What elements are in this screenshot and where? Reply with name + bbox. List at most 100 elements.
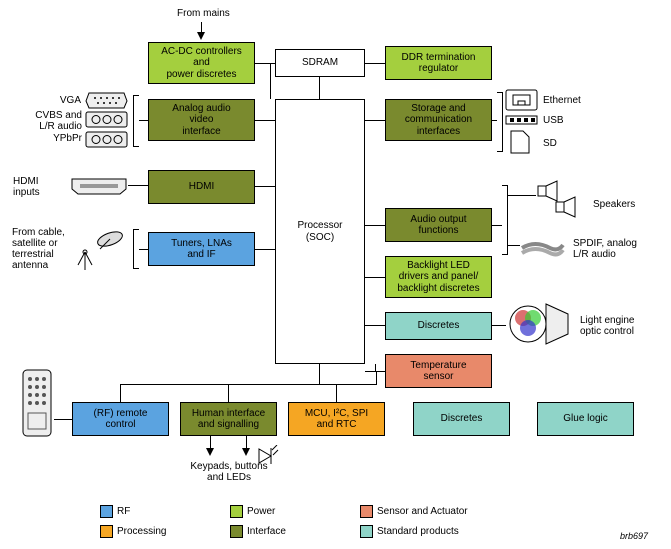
label-light: Light engine optic control bbox=[580, 315, 635, 337]
text-audio: Audio output functions bbox=[410, 214, 466, 237]
l4 bbox=[365, 120, 385, 121]
rca-connector-icon bbox=[85, 111, 128, 128]
ethernet-icon bbox=[505, 89, 538, 111]
block-temp: Temperature sensor bbox=[385, 354, 492, 388]
l5 bbox=[255, 186, 275, 187]
label-ethernet: Ethernet bbox=[543, 95, 581, 106]
swatch-std bbox=[360, 525, 373, 538]
swatch-sensor bbox=[360, 505, 373, 518]
cable-icon bbox=[520, 235, 565, 261]
lbus2 bbox=[228, 384, 229, 402]
text-hdmi: HDMI bbox=[189, 181, 215, 193]
l1 bbox=[255, 63, 275, 64]
label-spdif: SPDIF, analog L/R audio bbox=[573, 238, 637, 260]
legend-rf-text: RF bbox=[117, 506, 130, 517]
block-audio-out: Audio output functions bbox=[385, 208, 492, 242]
block-rf-remote: (RF) remote control bbox=[72, 402, 169, 436]
conn-spdif bbox=[508, 245, 520, 246]
lbus-h bbox=[120, 384, 377, 385]
text-analog: Analog audio video interface bbox=[172, 103, 230, 138]
text-acdc: AC-DC controllers and power discretes bbox=[161, 46, 242, 81]
text-temp: Temperature sensor bbox=[410, 360, 466, 383]
label-usb: USB bbox=[543, 115, 564, 126]
label-from-mains: From mains bbox=[177, 8, 230, 19]
label-sd: SD bbox=[543, 138, 557, 149]
text-sdram: SDRAM bbox=[302, 57, 338, 69]
label-speakers: Speakers bbox=[593, 199, 635, 210]
legend-power: Power bbox=[230, 505, 275, 518]
lbus3 bbox=[336, 384, 337, 402]
legend-proc-text: Processing bbox=[117, 526, 166, 537]
swatch-rf bbox=[100, 505, 113, 518]
l9 bbox=[365, 325, 385, 326]
conn-spk1 bbox=[508, 195, 536, 196]
block-mcu: MCU, I²C, SPI and RTC bbox=[288, 402, 385, 436]
l7 bbox=[365, 225, 385, 226]
l8 bbox=[365, 277, 385, 278]
conn-tuners bbox=[139, 249, 148, 250]
block-tuners: Tuners, LNAs and IF bbox=[148, 232, 255, 266]
block-processor: Processor (SOC) bbox=[275, 99, 365, 364]
label-cvbs: CVBS and L/R audio bbox=[32, 110, 82, 132]
conn-analog bbox=[139, 120, 148, 121]
bracket-storage bbox=[497, 92, 503, 152]
legend-power-text: Power bbox=[247, 506, 275, 517]
lbus-v bbox=[319, 364, 320, 384]
text-glue: Glue logic bbox=[563, 413, 607, 425]
legend-std-text: Standard products bbox=[377, 526, 459, 537]
usb-icon bbox=[505, 115, 538, 125]
block-acdc: AC-DC controllers and power discretes bbox=[148, 42, 255, 84]
legend-sensor-text: Sensor and Actuator bbox=[377, 506, 468, 517]
lbus4 bbox=[376, 371, 377, 385]
block-human: Human interface and signalling bbox=[180, 402, 277, 436]
text-tuners: Tuners, LNAs and IF bbox=[171, 238, 232, 261]
hdmi-connector-icon bbox=[70, 177, 128, 196]
conn-hdmi bbox=[128, 185, 148, 186]
l10 bbox=[365, 371, 385, 372]
block-discretes2: Discretes bbox=[413, 402, 510, 436]
legend-processing: Processing bbox=[100, 525, 166, 538]
legend-standard: Standard products bbox=[360, 525, 459, 538]
l1v bbox=[270, 63, 271, 99]
text-processor: Processor (SOC) bbox=[297, 220, 342, 243]
conn-audio-r bbox=[492, 225, 502, 226]
arrow-kp1 bbox=[206, 448, 214, 456]
block-analog: Analog audio video interface bbox=[148, 99, 255, 141]
swatch-power bbox=[230, 505, 243, 518]
label-keypads: Keypads, buttons and LEDs bbox=[184, 461, 274, 483]
label-antenna: From cable, satellite or terrestrial ant… bbox=[12, 227, 65, 271]
block-hdmi: HDMI bbox=[148, 170, 255, 204]
projector-icon bbox=[508, 300, 570, 348]
label-ypbpr: YPbPr bbox=[48, 133, 82, 144]
text-storage: Storage and communication interfaces bbox=[405, 103, 472, 138]
text-discretes2: Discretes bbox=[441, 413, 483, 425]
vga-connector-icon bbox=[85, 92, 128, 109]
remote-icon bbox=[20, 367, 54, 439]
l10v bbox=[375, 364, 376, 371]
lbus1 bbox=[120, 384, 121, 402]
text-mcu: MCU, I²C, SPI and RTC bbox=[305, 408, 368, 431]
component-connector-icon bbox=[85, 131, 128, 148]
legend-interface: Interface bbox=[230, 525, 286, 538]
arrow-kp2 bbox=[242, 448, 250, 456]
speaker-icon-2 bbox=[555, 196, 585, 218]
conn-light bbox=[492, 325, 506, 326]
text-ddr: DDR termination regulator bbox=[402, 52, 476, 75]
text-backlight: Backlight LED drivers and panel/ backlig… bbox=[397, 260, 479, 295]
arrow-mains bbox=[197, 32, 205, 40]
label-vga: VGA bbox=[57, 95, 81, 106]
bracket-analog bbox=[133, 95, 139, 147]
l2 bbox=[365, 63, 385, 64]
l6 bbox=[255, 249, 275, 250]
swatch-proc bbox=[100, 525, 113, 538]
block-backlight: Backlight LED drivers and panel/ backlig… bbox=[385, 256, 492, 298]
label-footer: brb697 bbox=[620, 532, 648, 542]
l3 bbox=[255, 120, 275, 121]
swatch-int bbox=[230, 525, 243, 538]
antenna-icon bbox=[70, 227, 128, 271]
block-discretes1: Discretes bbox=[385, 312, 492, 340]
sd-icon bbox=[510, 130, 530, 154]
conn-remote bbox=[54, 419, 72, 420]
legend-sensor: Sensor and Actuator bbox=[360, 505, 468, 518]
legend-int-text: Interface bbox=[247, 526, 286, 537]
